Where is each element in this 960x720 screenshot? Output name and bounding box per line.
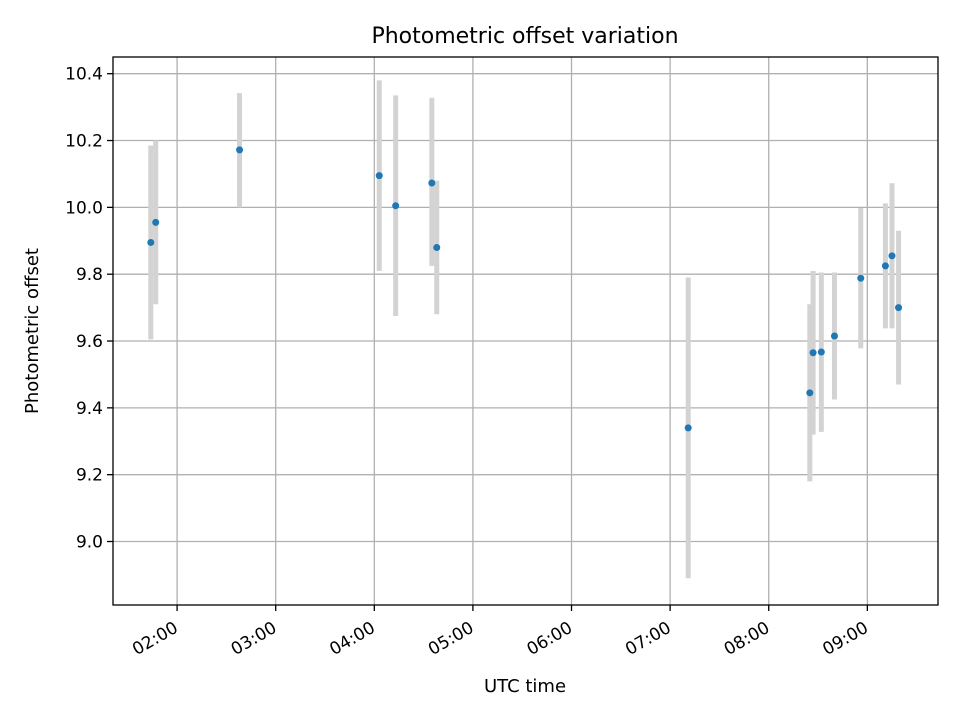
x-axis-label: UTC time	[484, 676, 566, 697]
tick-layer: 02:00 03:00 04:00 05:00 06:00 07:00 08:00 09:00…	[65, 65, 872, 660]
y-tick-label: 10.2	[65, 132, 103, 152]
y-axis-label: Photometric offset	[22, 248, 43, 414]
data-point	[428, 179, 436, 187]
y-tick-label: 9.6	[76, 332, 103, 352]
x-tick-label: 03:00	[228, 618, 280, 660]
grid-layer	[113, 57, 938, 605]
data-point	[684, 424, 692, 432]
data-point	[433, 243, 441, 251]
data-point	[809, 349, 817, 357]
x-tick-label: 02:00	[129, 618, 181, 660]
data-layer	[147, 80, 903, 579]
data-point	[392, 202, 400, 210]
y-tick-label: 10.4	[65, 65, 103, 85]
data-point	[881, 262, 889, 270]
x-tick-label: 04:00	[326, 618, 378, 660]
x-tick-label: 09:00	[819, 618, 871, 660]
data-point	[152, 218, 160, 226]
data-point	[147, 238, 155, 246]
data-point	[817, 348, 825, 356]
data-point	[236, 146, 244, 154]
y-tick-label: 9.0	[76, 533, 103, 553]
y-tick-label: 9.2	[76, 466, 103, 486]
y-tick-label: 9.4	[76, 399, 103, 419]
y-tick-label: 9.8	[76, 265, 103, 285]
data-point	[830, 332, 838, 340]
chart-title: Photometric offset variation	[371, 24, 678, 49]
data-point	[375, 172, 383, 180]
data-point	[895, 304, 903, 312]
plot-frame	[112, 56, 939, 606]
x-tick-label: 07:00	[622, 618, 674, 660]
x-tick-label: 06:00	[524, 618, 576, 660]
data-point	[806, 389, 814, 397]
data-point	[888, 252, 896, 260]
y-tick-label: 10.0	[65, 198, 103, 218]
x-tick-label: 05:00	[425, 618, 477, 660]
x-tick-label: 08:00	[721, 618, 773, 660]
data-point	[857, 274, 865, 282]
